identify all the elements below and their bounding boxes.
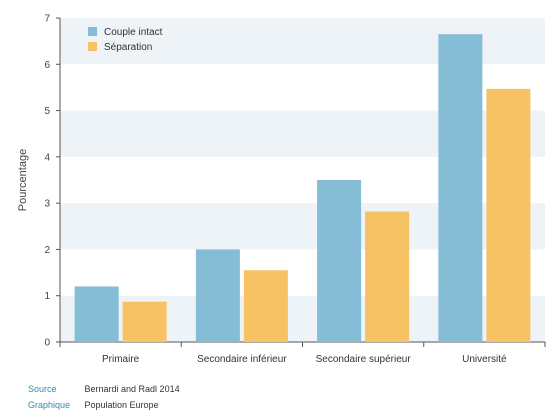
- bar-couple-intact: [195, 249, 240, 342]
- y-tick-label: 7: [44, 14, 50, 25]
- graphic-key: Graphique: [28, 400, 71, 410]
- source-value: Bernardi and Radl 2014: [84, 384, 180, 394]
- x-tick-label: Primaire: [102, 354, 140, 365]
- y-tick-label: 4: [44, 152, 50, 163]
- graphic-line: Graphique Population Europe: [28, 400, 159, 410]
- bar-separation: [365, 211, 410, 342]
- bar-separation: [122, 301, 167, 342]
- bar-couple-intact: [438, 34, 483, 342]
- legend-swatch: [88, 42, 97, 51]
- y-tick-label: 3: [44, 199, 50, 210]
- bar-separation: [486, 88, 531, 343]
- y-tick-label: 2: [44, 245, 50, 256]
- y-axis-title: Pourcentage: [17, 149, 29, 211]
- graphic-value: Population Europe: [84, 400, 159, 410]
- legend-swatch: [88, 27, 97, 36]
- x-tick-label: Secondaire supérieur: [316, 354, 412, 365]
- source-key: Source: [28, 384, 57, 394]
- y-tick-label: 5: [44, 106, 50, 117]
- y-tick-label: 6: [44, 60, 50, 71]
- source-line: Source Bernardi and Radl 2014: [28, 384, 180, 394]
- bar-separation: [243, 270, 288, 342]
- bar-couple-intact: [317, 180, 362, 342]
- x-tick-label: Université: [462, 354, 507, 365]
- y-tick-label: 0: [44, 338, 50, 349]
- legend-label: Couple intact: [104, 27, 163, 38]
- x-tick-label: Secondaire inférieur: [197, 354, 287, 365]
- legend-label: Séparation: [104, 42, 152, 53]
- bar-couple-intact: [74, 286, 119, 342]
- y-tick-label: 1: [44, 291, 50, 302]
